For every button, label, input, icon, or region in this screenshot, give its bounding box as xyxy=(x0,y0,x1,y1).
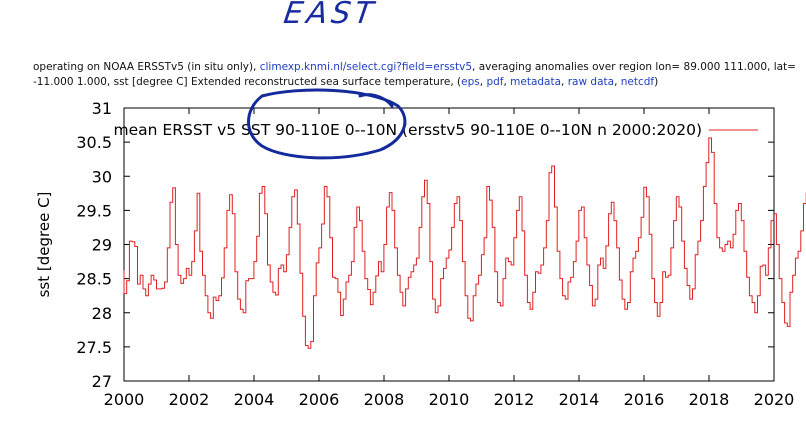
metadata-link[interactable]: metadata xyxy=(510,76,562,88)
y-tick-label: 27 xyxy=(92,372,112,391)
caption-text-2: , averaging anomalies over region lon= 8… xyxy=(33,61,796,88)
figure-caption: operating on NOAA ERSSTv5 (in situ only)… xyxy=(33,61,796,88)
x-tick-label: 2018 xyxy=(689,390,730,409)
y-tick-label: 30.5 xyxy=(76,133,112,152)
x-tick-label: 2006 xyxy=(299,390,340,409)
plot-frame xyxy=(123,107,775,382)
x-tick-label: 2000 xyxy=(104,390,145,409)
raw-data-link[interactable]: raw data xyxy=(567,76,615,88)
legend-label: mean ERSST v5 SST 90-110E 0--10N (ersstv… xyxy=(114,121,702,139)
pdf-link[interactable]: pdf xyxy=(486,76,504,88)
caption-text-1: operating on NOAA ERSSTv5 (in situ only)… xyxy=(33,61,260,73)
x-tick-label: 2004 xyxy=(234,390,275,409)
x-tick-label: 2010 xyxy=(429,390,470,409)
x-tick-label: 2008 xyxy=(364,390,405,409)
x-tick-label: 2014 xyxy=(559,390,600,409)
y-tick-label: 29.5 xyxy=(76,201,112,220)
x-tick-label: 2002 xyxy=(169,390,210,409)
series-line xyxy=(123,137,806,349)
y-tick-label: 28.5 xyxy=(76,270,112,289)
handwritten-ellipse xyxy=(247,88,407,160)
select-field-link[interactable]: climexp.knmi.nl/select.cgi?field=ersstv5 xyxy=(259,61,473,73)
y-tick-label: 28 xyxy=(92,304,112,323)
y-tick-label: 27.5 xyxy=(76,338,112,357)
x-tick-label: 2012 xyxy=(494,390,535,409)
eps-link[interactable]: eps xyxy=(461,76,480,88)
netcdf-link[interactable]: netcdf xyxy=(620,76,655,88)
x-tick-label: 2020 xyxy=(754,390,795,409)
x-tick-label: 2016 xyxy=(624,390,665,409)
y-tick-label: 31 xyxy=(92,99,112,118)
y-axis-label: sst [degree C] xyxy=(35,192,53,298)
y-tick-label: 30 xyxy=(92,167,112,186)
y-tick-label: 29 xyxy=(92,236,112,255)
